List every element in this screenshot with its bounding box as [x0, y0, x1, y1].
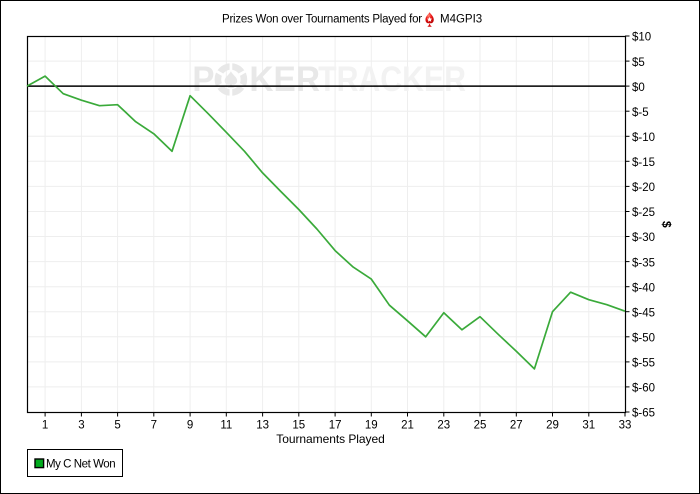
svg-text:$10: $10	[632, 32, 651, 44]
svg-text:33: 33	[619, 419, 632, 431]
svg-text:$-10: $-10	[632, 132, 655, 144]
svg-text:$-65: $-65	[632, 408, 655, 420]
svg-text:$-50: $-50	[632, 333, 655, 345]
svg-text:P: P	[192, 60, 214, 99]
svg-text:25: 25	[474, 419, 487, 431]
svg-text:$-25: $-25	[632, 207, 655, 219]
svg-text:My C Net Won: My C Net Won	[46, 458, 115, 470]
svg-text:$-35: $-35	[632, 257, 655, 269]
svg-text:$5: $5	[632, 57, 645, 69]
svg-text:$-60: $-60	[632, 383, 655, 395]
svg-text:$-30: $-30	[632, 232, 655, 244]
svg-text:3: 3	[78, 419, 84, 431]
svg-text:$-55: $-55	[632, 358, 655, 370]
svg-text:17: 17	[329, 419, 342, 431]
svg-text:1: 1	[42, 419, 48, 431]
svg-text:13: 13	[256, 419, 269, 431]
svg-text:$-40: $-40	[632, 282, 655, 294]
svg-text:27: 27	[510, 419, 523, 431]
svg-text:$-20: $-20	[632, 182, 655, 194]
svg-text:M4GPI3: M4GPI3	[440, 14, 482, 26]
svg-text:Prizes Won over Tournaments Pl: Prizes Won over Tournaments Played for	[222, 14, 422, 26]
svg-text:15: 15	[292, 419, 305, 431]
svg-text:KER: KER	[249, 60, 320, 99]
svg-text:$0: $0	[632, 82, 645, 94]
svg-text:$-15: $-15	[632, 157, 655, 169]
svg-text:Tournaments Played: Tournaments Played	[276, 432, 385, 446]
svg-text:7: 7	[151, 419, 157, 431]
svg-text:29: 29	[546, 419, 559, 431]
svg-text:TRACKER: TRACKER	[318, 59, 466, 99]
svg-text:$-45: $-45	[632, 307, 655, 319]
svg-text:5: 5	[114, 419, 120, 431]
svg-text:21: 21	[401, 419, 414, 431]
svg-text:19: 19	[365, 419, 378, 431]
svg-text:9: 9	[187, 419, 193, 431]
svg-text:$-5: $-5	[632, 107, 649, 119]
svg-text:31: 31	[582, 419, 595, 431]
svg-text:23: 23	[437, 419, 450, 431]
svg-text:$: $	[659, 221, 673, 228]
svg-text:11: 11	[220, 419, 232, 431]
